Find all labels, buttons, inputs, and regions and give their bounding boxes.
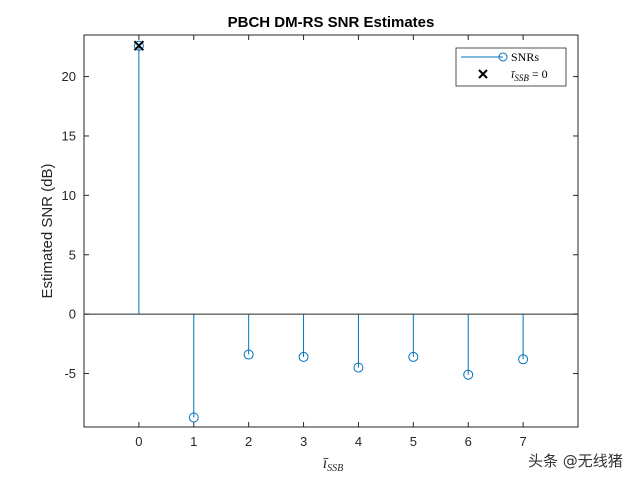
legend-label-issb: īSSB = 0 (511, 67, 548, 83)
x-tick-label: 4 (355, 434, 362, 449)
legend: SNRs īSSB = 0 (455, 47, 567, 87)
x-tick-label: 0 (135, 434, 142, 449)
legend-box (455, 47, 567, 87)
x-tick-label: 7 (519, 434, 526, 449)
stems-layer (84, 40, 578, 423)
y-tick-label: 15 (62, 128, 76, 143)
stem-marker (133, 40, 144, 51)
legend-label-snrs: SNRs (511, 50, 539, 64)
x-tick-label: 1 (190, 434, 197, 449)
stem-marker (518, 354, 529, 365)
x-tick-label: 2 (245, 434, 252, 449)
stem-marker (353, 362, 364, 373)
stem-marker (243, 349, 254, 360)
x-axis-label: īSSB (323, 455, 344, 474)
plot-frame (83, 34, 579, 428)
x-tick-label: 5 (410, 434, 417, 449)
y-tick-label: 10 (62, 188, 76, 203)
issb-marker-stroke (133, 40, 145, 51)
x-tick-label: 3 (300, 434, 307, 449)
y-axis-label: Estimated SNR (dB) (39, 163, 56, 298)
y-ticks: -5 0 5 10 15 20 (62, 69, 578, 381)
stem-marker (188, 412, 199, 423)
watermark: 头条 @无线猪 (528, 452, 623, 470)
stem-marker (408, 351, 419, 362)
legend-marker-issb (478, 69, 488, 79)
y-tick-label: -5 (64, 366, 76, 381)
x-tick-label: 6 (465, 434, 472, 449)
legend-marker-snrs (498, 52, 508, 62)
y-tick-label: 0 (69, 307, 76, 322)
x-ticks: 0 1 2 3 4 5 6 7 (135, 35, 527, 449)
stem-marker (463, 369, 474, 380)
x-axis-label-text: īSSB (323, 455, 344, 474)
stem-marker (298, 351, 309, 362)
issb-marker (133, 40, 145, 51)
chart-title: PBCH DM-RS SNR Estimates (228, 14, 435, 31)
y-tick-label: 20 (62, 69, 76, 84)
y-tick-label: 5 (69, 247, 76, 262)
plot-area (84, 35, 578, 427)
